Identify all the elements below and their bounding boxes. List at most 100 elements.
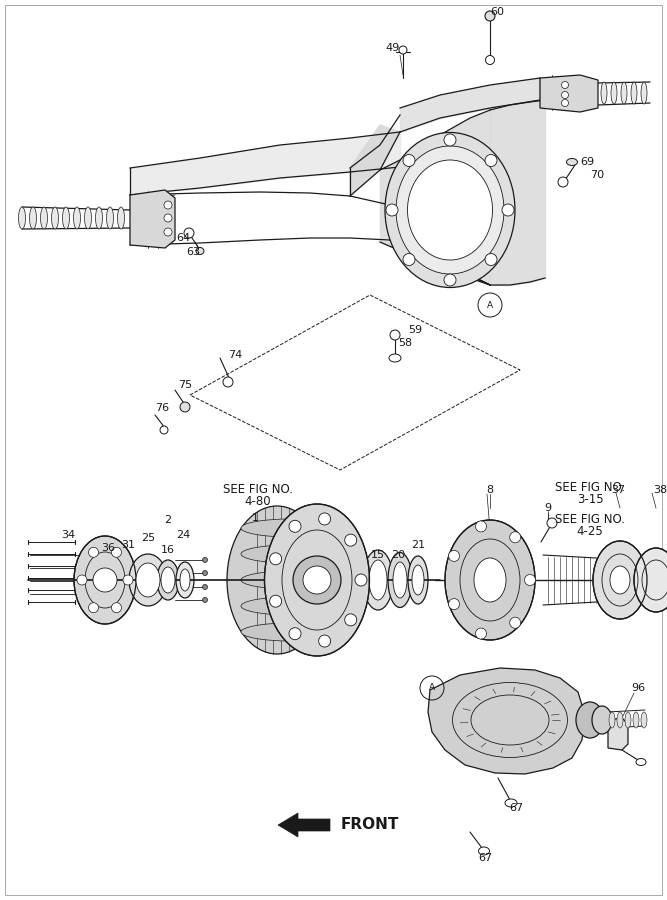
Circle shape	[203, 571, 207, 575]
Circle shape	[502, 204, 514, 216]
Circle shape	[448, 598, 460, 609]
Text: SEE FIG NO.: SEE FIG NO.	[555, 514, 625, 526]
Ellipse shape	[412, 565, 424, 595]
Text: 16: 16	[161, 545, 175, 555]
Ellipse shape	[241, 571, 339, 589]
Text: 60: 60	[490, 7, 504, 17]
Ellipse shape	[408, 556, 428, 604]
Text: A: A	[429, 683, 435, 692]
Polygon shape	[130, 190, 175, 248]
Ellipse shape	[265, 504, 370, 656]
Circle shape	[444, 134, 456, 146]
Ellipse shape	[73, 207, 81, 229]
Circle shape	[448, 551, 460, 562]
Text: 64: 64	[176, 233, 190, 243]
Ellipse shape	[593, 541, 647, 619]
Ellipse shape	[63, 207, 69, 229]
Ellipse shape	[633, 712, 639, 728]
Ellipse shape	[180, 569, 190, 591]
Text: 49: 49	[386, 43, 400, 53]
Text: 70: 70	[590, 170, 604, 180]
Text: 38: 38	[653, 485, 667, 495]
Ellipse shape	[363, 550, 393, 610]
Text: 37: 37	[611, 485, 625, 495]
Circle shape	[510, 532, 521, 543]
Ellipse shape	[117, 207, 125, 229]
Circle shape	[562, 92, 568, 98]
Text: 34: 34	[61, 530, 75, 540]
Circle shape	[289, 520, 301, 532]
Circle shape	[390, 330, 400, 340]
Circle shape	[562, 82, 568, 88]
Text: 31: 31	[121, 540, 135, 550]
Ellipse shape	[566, 158, 578, 166]
Text: 67: 67	[478, 853, 492, 863]
Ellipse shape	[161, 567, 175, 593]
Circle shape	[111, 547, 121, 557]
Ellipse shape	[610, 566, 630, 594]
Text: 96: 96	[631, 683, 645, 693]
Ellipse shape	[617, 712, 623, 728]
Ellipse shape	[393, 562, 407, 598]
Circle shape	[476, 628, 486, 639]
Polygon shape	[390, 240, 490, 285]
Polygon shape	[350, 125, 400, 196]
Circle shape	[89, 547, 99, 557]
Circle shape	[164, 201, 172, 209]
Circle shape	[486, 56, 494, 65]
Text: SEE FIG NO.: SEE FIG NO.	[555, 482, 625, 494]
Circle shape	[403, 254, 415, 266]
Ellipse shape	[631, 82, 637, 104]
Circle shape	[386, 204, 398, 216]
Ellipse shape	[369, 560, 387, 600]
Circle shape	[93, 568, 117, 592]
Circle shape	[303, 566, 331, 594]
Text: 20: 20	[391, 550, 405, 560]
Text: 9: 9	[544, 503, 552, 513]
Circle shape	[562, 100, 568, 106]
Polygon shape	[540, 75, 598, 112]
Circle shape	[399, 46, 407, 54]
Text: 67: 67	[509, 803, 523, 813]
Ellipse shape	[621, 82, 627, 104]
Ellipse shape	[625, 712, 631, 728]
Ellipse shape	[445, 520, 535, 640]
Circle shape	[547, 518, 557, 528]
Ellipse shape	[160, 426, 168, 434]
Circle shape	[444, 274, 456, 286]
Text: 59: 59	[408, 325, 422, 335]
Circle shape	[319, 513, 331, 525]
Circle shape	[403, 155, 415, 166]
Text: 36: 36	[101, 543, 115, 553]
Ellipse shape	[176, 562, 194, 598]
Ellipse shape	[41, 207, 47, 229]
Circle shape	[485, 11, 495, 21]
Ellipse shape	[107, 207, 113, 229]
Ellipse shape	[505, 799, 517, 807]
Ellipse shape	[241, 519, 339, 537]
Circle shape	[111, 603, 121, 613]
Text: 21: 21	[411, 540, 425, 550]
Text: 8: 8	[486, 485, 494, 495]
Circle shape	[203, 598, 207, 602]
Text: 58: 58	[398, 338, 412, 348]
Polygon shape	[428, 668, 585, 774]
Circle shape	[269, 595, 281, 608]
Text: A: A	[487, 301, 493, 310]
Ellipse shape	[95, 207, 103, 229]
Ellipse shape	[636, 759, 646, 766]
Ellipse shape	[51, 207, 59, 229]
Ellipse shape	[19, 207, 25, 229]
Polygon shape	[278, 813, 330, 837]
Circle shape	[524, 574, 536, 586]
Ellipse shape	[641, 712, 647, 728]
Circle shape	[164, 228, 172, 236]
Ellipse shape	[29, 207, 37, 229]
Ellipse shape	[241, 597, 339, 615]
Ellipse shape	[474, 558, 506, 602]
Text: 4-80: 4-80	[245, 496, 271, 508]
Circle shape	[345, 614, 357, 626]
Text: 25: 25	[141, 533, 155, 543]
Text: 1: 1	[251, 513, 259, 523]
Circle shape	[558, 177, 568, 187]
